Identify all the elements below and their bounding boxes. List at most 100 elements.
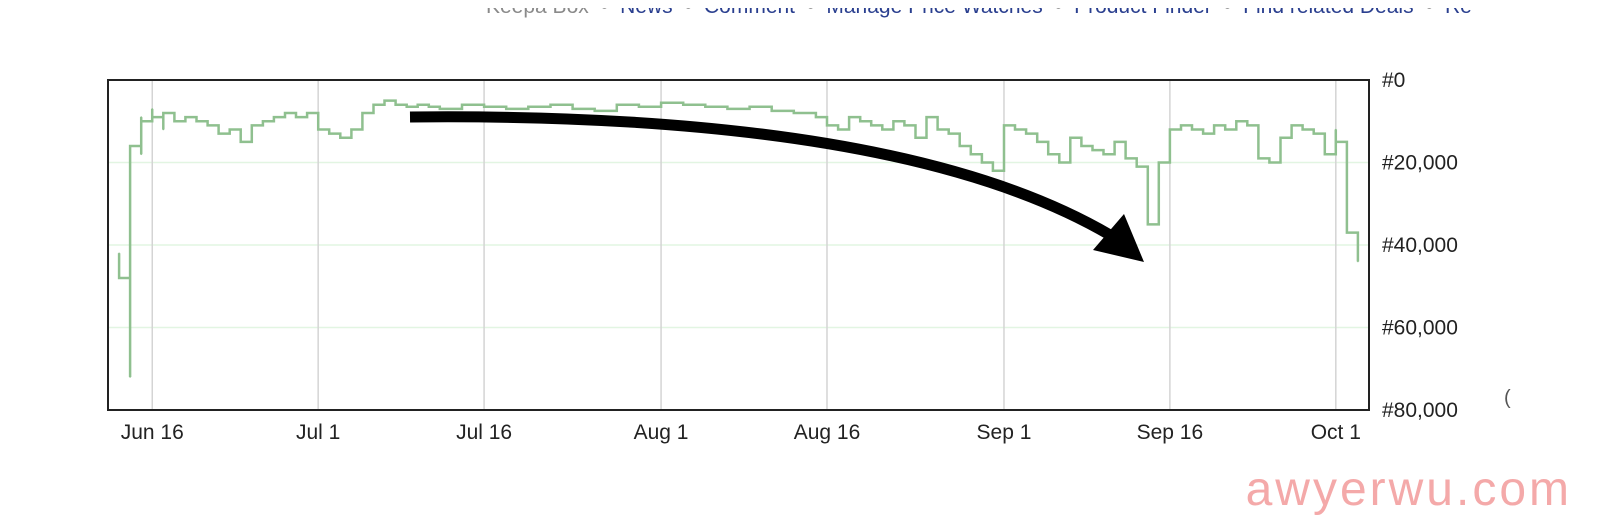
- data-point: [1058, 161, 1061, 164]
- data-point: [140, 116, 142, 118]
- y-axis-tick-labels: #0 #20,000 #40,000 #60,000 #80,000: [1382, 69, 1458, 422]
- data-point: [461, 104, 463, 106]
- data-point: [262, 120, 264, 123]
- x-tick-label: Aug 16: [794, 421, 861, 444]
- data-point: [616, 104, 618, 106]
- data-point: [1335, 128, 1337, 131]
- data-point: [195, 120, 198, 123]
- data-point: [1113, 141, 1116, 143]
- data-point: [1091, 149, 1094, 151]
- data-point: [1158, 182, 1160, 184]
- x-tick-label: Jul 16: [456, 421, 512, 444]
- data-point: [925, 116, 928, 118]
- data-point: [748, 106, 751, 108]
- data-point: [837, 128, 839, 131]
- data-point: [815, 116, 817, 118]
- nav-separator: •: [1426, 8, 1433, 18]
- data-point: [1346, 231, 1348, 234]
- data-point: [682, 104, 684, 106]
- data-point: [970, 153, 972, 156]
- data-point: [1246, 124, 1249, 127]
- top-navigation: Keepa Box • News • Comment • Manage Price Watc…: [486, 8, 1506, 30]
- data-point: [118, 252, 120, 255]
- data-point: [848, 116, 850, 118]
- data-point: [1290, 124, 1293, 127]
- data-point: [549, 104, 552, 106]
- data-point: [593, 110, 596, 112]
- data-point: [1102, 153, 1105, 156]
- data-point: [372, 104, 375, 106]
- data-point: [1003, 124, 1005, 127]
- data-point: [129, 170, 131, 172]
- data-point: [217, 132, 220, 135]
- data-point: [981, 161, 983, 164]
- data-point: [638, 106, 640, 108]
- x-tick-label: Sep 16: [1137, 421, 1204, 444]
- nav-separator: •: [685, 8, 692, 18]
- data-point: [1357, 260, 1359, 263]
- data-point: [903, 124, 906, 127]
- nav-link[interactable]: Product Finder: [1074, 8, 1212, 18]
- data-point: [1124, 157, 1127, 160]
- data-point: [1257, 157, 1260, 160]
- data-point: [129, 145, 131, 147]
- nav-link[interactable]: News: [620, 8, 673, 18]
- data-point: [793, 112, 795, 114]
- data-point: [726, 108, 729, 110]
- data-point: [129, 376, 131, 378]
- data-point: [118, 277, 120, 279]
- data-point: [1080, 145, 1083, 147]
- data-point: [284, 112, 286, 114]
- data-point: [1324, 153, 1326, 156]
- data-point: [1301, 128, 1304, 131]
- data-point: [1036, 141, 1038, 143]
- data-point: [1279, 137, 1282, 139]
- data-point: [328, 132, 331, 135]
- data-point: [1147, 170, 1149, 172]
- trend-arrow-shaft: [409, 111, 1113, 240]
- nav-separator: •: [1224, 8, 1231, 18]
- data-point: [405, 106, 408, 108]
- trend-arrow: [409, 111, 1144, 262]
- data-point: [1047, 153, 1049, 156]
- data-point: [173, 120, 176, 123]
- data-point: [947, 132, 950, 135]
- data-point: [571, 108, 574, 110]
- data-point: [527, 106, 530, 108]
- data-point: [184, 116, 187, 118]
- data-point: [140, 153, 142, 156]
- nav-separator: •: [601, 8, 608, 18]
- data-point: [228, 128, 231, 131]
- data-point: [770, 110, 773, 112]
- data-point: [1169, 128, 1171, 131]
- data-point: [416, 104, 419, 106]
- data-point: [992, 170, 994, 172]
- series-group: [117, 99, 1360, 378]
- trend-arrow-head: [1093, 214, 1144, 262]
- data-point: [1346, 194, 1348, 197]
- nav-separator: •: [807, 8, 814, 18]
- data-point: [1235, 120, 1238, 123]
- data-point: [251, 124, 253, 127]
- data-point: [704, 106, 707, 108]
- data-point: [1158, 161, 1160, 164]
- x-tick-label: Jul 1: [296, 421, 340, 444]
- nav-link[interactable]: Find related Deals: [1243, 8, 1413, 18]
- nav-link[interactable]: Comment: [704, 8, 795, 18]
- data-point: [428, 106, 430, 108]
- data-point: [306, 112, 308, 114]
- data-point: [1135, 165, 1138, 168]
- data-point: [859, 120, 861, 123]
- plot-frame: [107, 79, 1370, 411]
- data-point: [870, 124, 872, 127]
- data-point: [394, 104, 397, 106]
- data-point: [1213, 124, 1215, 127]
- data-point: [162, 112, 165, 114]
- data-point: [140, 120, 142, 123]
- nav-link[interactable]: Keepa Box: [486, 8, 589, 18]
- partial-edge-glyph: (: [1504, 387, 1511, 409]
- nav-link[interactable]: Re: [1445, 8, 1472, 18]
- data-point: [383, 99, 386, 102]
- nav-link[interactable]: Manage Price Watches: [826, 8, 1042, 18]
